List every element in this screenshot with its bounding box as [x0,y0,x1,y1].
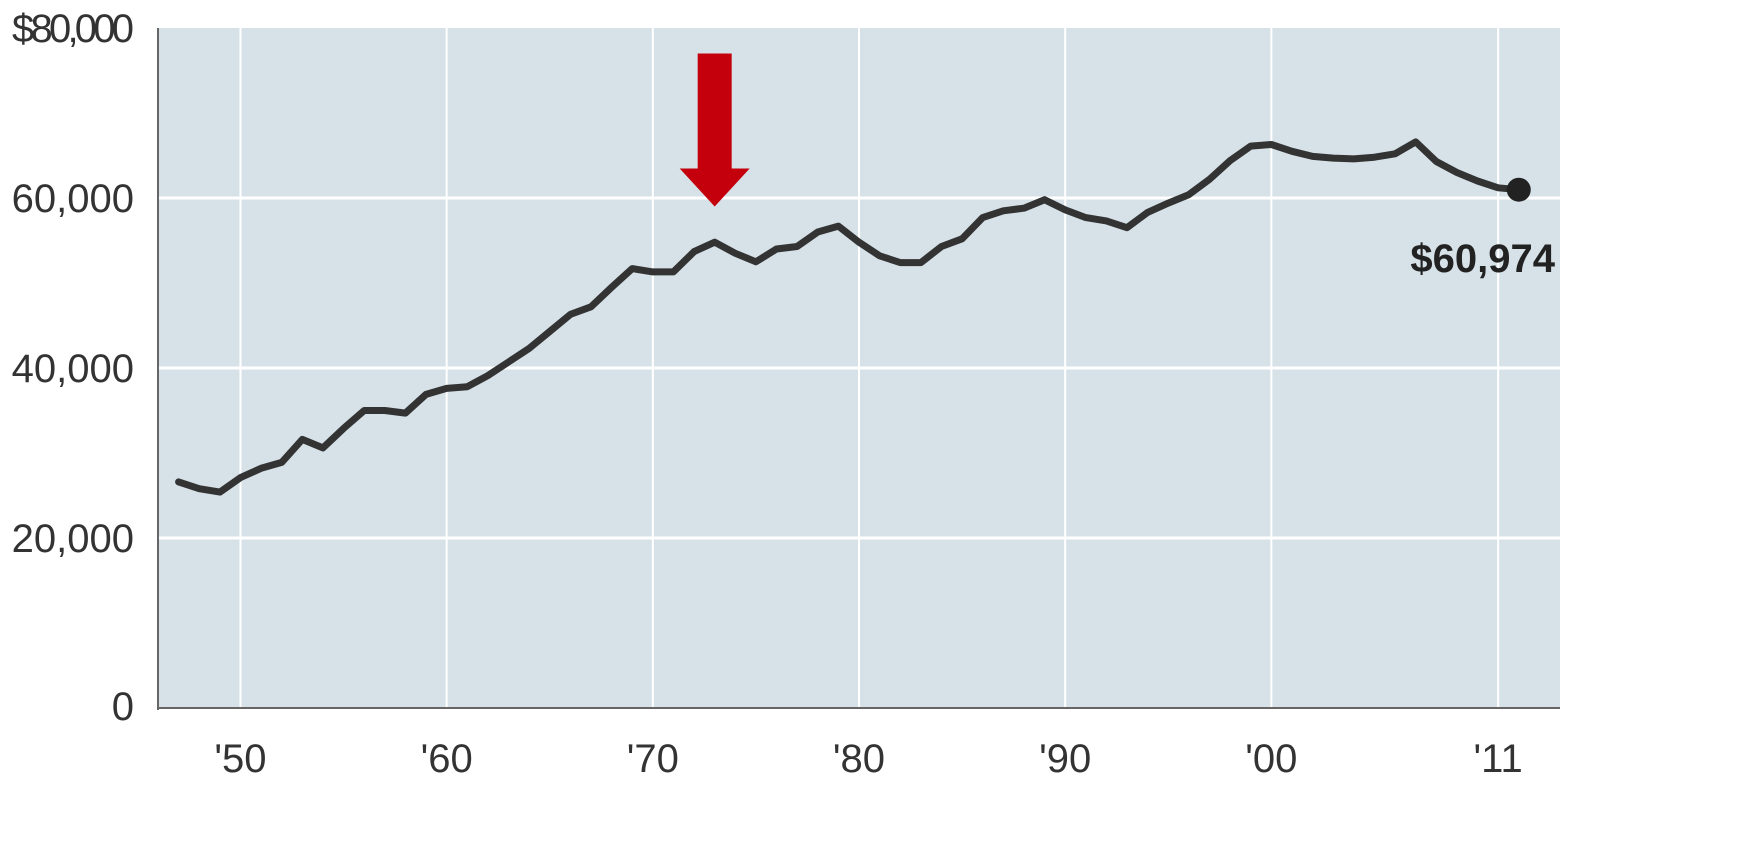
y-tick-label-4: $80,000 [12,7,134,51]
y-tick-label-2: 40,000 [12,347,134,391]
y-tick-label-1: 20,000 [12,517,134,561]
x-tick-label-1: '60 [421,737,473,781]
annotations: $60,974 [679,53,1556,281]
end-value-label: $60,974 [1410,237,1555,281]
y-tick-label-0: 0 [112,685,134,729]
y-tick-label-3: 60,000 [12,177,134,221]
end-point-marker [1506,177,1531,202]
x-tick-label-0: '50 [214,737,266,781]
x-tick-label-6: '11 [1474,737,1523,781]
x-tick-label-5: '00 [1245,737,1297,781]
down-arrow-icon [679,53,750,207]
tick-labels: 0 20,000 40,000 60,000 $80,000 '50 '60 '70 '80 '9… [12,7,1523,781]
axes [157,28,1560,710]
x-tick-label-3: '80 [833,737,885,781]
x-tick-label-4: '90 [1039,737,1091,781]
series-line-0 [175,138,1523,496]
series-layer [175,138,1523,496]
x-tick-label-2: '70 [627,737,679,781]
